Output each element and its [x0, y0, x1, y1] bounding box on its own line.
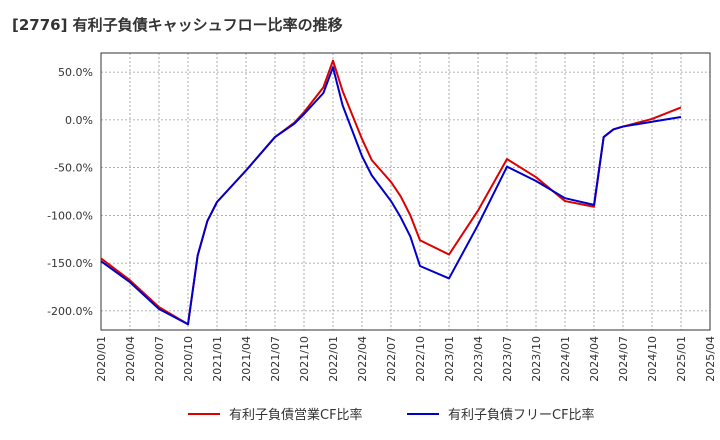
- x-tick-label: 2023/07: [501, 336, 514, 382]
- series-line-2: [100, 66, 682, 326]
- x-tick-label: 2024/01: [559, 336, 572, 382]
- x-tick-label: 2020/10: [182, 336, 195, 382]
- x-tick-label: 2020/04: [124, 336, 137, 382]
- y-tick-label: -150.0%: [47, 257, 93, 270]
- legend-label-1: 有利子負債営業CF比率: [229, 407, 363, 423]
- x-tick-label: 2023/10: [530, 336, 543, 382]
- y-tick-label: 50.0%: [58, 66, 93, 79]
- y-tick-label: -200.0%: [47, 305, 93, 318]
- x-tick-label: 2025/01: [675, 336, 688, 382]
- x-tick-label: 2022/07: [385, 336, 398, 382]
- x-tick-label: 2022/10: [414, 336, 427, 382]
- y-tick-label: -50.0%: [54, 162, 93, 175]
- x-tick-label: 2021/04: [240, 336, 253, 382]
- x-tick-label: 2023/01: [443, 336, 456, 382]
- plot-area: [101, 53, 710, 330]
- y-tick-label: 0.0%: [65, 114, 93, 127]
- x-tick-label: 2023/04: [472, 336, 485, 382]
- plot-frame: [100, 52, 711, 331]
- x-tick-label: 2024/07: [617, 336, 630, 382]
- x-tick-label: 2020/07: [153, 336, 166, 382]
- y-tick-label: -100.0%: [47, 209, 93, 222]
- x-tick-label: 2022/01: [327, 336, 340, 382]
- x-tick-label: 2020/01: [95, 336, 108, 382]
- chart-title: [2776] 有利子負債キャッシュフロー比率の推移: [12, 16, 343, 34]
- x-tick-label: 2025/04: [704, 336, 717, 382]
- legend-label-2: 有利子負債フリーCF比率: [448, 407, 595, 423]
- x-tick-label: 2021/10: [298, 336, 311, 382]
- x-tick-label: 2021/01: [211, 336, 224, 382]
- x-tick-label: 2021/07: [269, 336, 282, 382]
- x-tick-label: 2024/10: [646, 336, 659, 382]
- x-tick-label: 2024/04: [588, 336, 601, 382]
- x-tick-label: 2022/04: [356, 336, 369, 382]
